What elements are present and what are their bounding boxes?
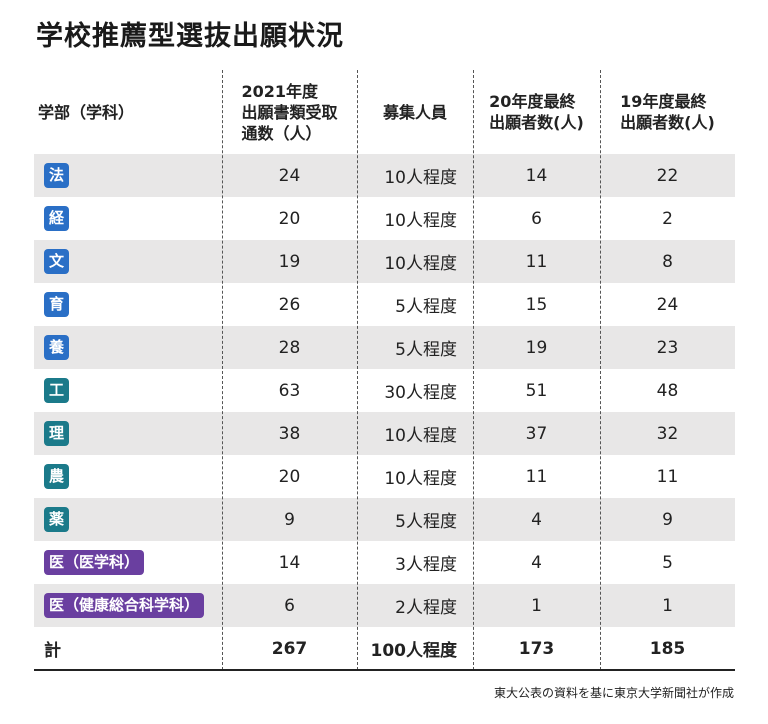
column-divider [222,70,223,670]
quota-cell: 10人程度 [384,211,457,231]
department-cell: 法 [34,154,222,197]
table-row: 農 20 10人程度 11 11 [34,455,735,498]
quota-cell: 5人程度 [395,297,457,317]
column-divider [600,70,601,670]
table-row: 工 63 30人程度 51 48 [34,369,735,412]
applicants-2020-cell: 15 [525,294,548,315]
table-row: 文 19 10人程度 11 8 [34,240,735,283]
department-badge: 理 [44,421,70,446]
applicants-2019-cell: 22 [656,165,679,186]
applicants-2020-cell: 11 [525,251,548,272]
received-cell: 26 [278,294,301,315]
column-divider [357,70,358,670]
received-cell: 19 [278,251,301,272]
department-badge: 養 [44,335,70,360]
applicants-2019-cell: 11 [656,466,679,487]
quota-cell: 2人程度 [395,598,457,618]
total-2020: 173 [518,638,555,659]
received-cell: 63 [278,380,301,401]
quota-cell: 3人程度 [395,555,457,575]
header-department: 学部（学科） [38,102,135,122]
department-cell: 文 [34,240,222,283]
applicants-2019-cell: 32 [656,423,679,444]
department-cell: 育 [34,283,222,326]
department-cell: 農 [34,455,222,498]
department-cell: 養 [34,326,222,369]
quota-cell: 10人程度 [384,254,457,274]
department-cell: 工 [34,369,222,412]
received-cell: 6 [284,595,295,616]
applicants-2020-cell: 37 [525,423,548,444]
received-cell: 24 [278,165,301,186]
quota-cell: 10人程度 [384,426,457,446]
page-title: 学校推薦型選抜出願状況 [36,21,344,52]
applicants-2020-cell: 19 [525,337,548,358]
total-received: 267 [271,638,308,659]
total-row: 計 267 100人程度 173 185 [34,627,735,670]
source-note: 東大公表の資料を基に東京大学新聞社が作成 [493,686,734,700]
applicants-2019-cell: 9 [662,509,673,530]
received-cell: 9 [284,509,295,530]
table-row: 育 26 5人程度 15 24 [34,283,735,326]
quota-cell: 30人程度 [384,383,457,403]
applications-table: 学部（学科） 2021年度 出願書類受取 通数（人） 募集人員 20年度最終 出… [34,70,735,670]
applicants-2020-cell: 51 [525,380,548,401]
applicants-2020-cell: 4 [531,509,542,530]
total-2019: 185 [649,638,686,659]
applicants-2020-cell: 11 [525,466,548,487]
applicants-2019-cell: 24 [656,294,679,315]
department-badge: 薬 [44,507,70,532]
header-2020-applicants: 20年度最終 出願者数(人) [489,92,584,132]
department-cell: 医（健康総合科学科） [34,584,222,627]
department-cell: 経 [34,197,222,240]
applicants-2020-cell: 1 [531,595,542,616]
applicants-2019-cell: 8 [662,251,673,272]
applicants-2020-cell: 14 [525,165,548,186]
received-cell: 20 [278,208,301,229]
header-received: 2021年度 出願書類受取 通数（人） [241,81,338,143]
applicants-2019-cell: 2 [662,208,673,229]
table-row: 薬 9 5人程度 4 9 [34,498,735,541]
total-quota: 100人程度 [370,641,458,661]
table-row: 医（医学科） 14 3人程度 4 5 [34,541,735,584]
applicants-2019-cell: 1 [662,595,673,616]
department-badge: 法 [44,163,70,188]
table-row: 経 20 10人程度 6 2 [34,197,735,240]
applicants-2019-cell: 5 [662,552,673,573]
received-cell: 38 [278,423,301,444]
department-badge: 工 [44,378,70,403]
table-row: 理 38 10人程度 37 32 [34,412,735,455]
received-cell: 28 [278,337,301,358]
department-badge: 医（健康総合科学科） [44,593,205,618]
department-cell: 理 [34,412,222,455]
applicants-2020-cell: 4 [531,552,542,573]
table-header: 学部（学科） 2021年度 出願書類受取 通数（人） 募集人員 20年度最終 出… [34,70,735,154]
table-row: 医（健康総合科学科） 6 2人程度 1 1 [34,584,735,627]
department-badge: 農 [44,464,70,489]
received-cell: 20 [278,466,301,487]
department-badge: 文 [44,249,70,274]
applicants-2020-cell: 6 [531,208,542,229]
header-2019-applicants: 19年度最終 出願者数(人) [620,92,715,132]
quota-cell: 10人程度 [384,168,457,188]
applicants-2019-cell: 23 [656,337,679,358]
applicants-2019-cell: 48 [656,380,679,401]
department-badge: 医（医学科） [44,550,145,575]
department-cell: 医（医学科） [34,541,222,584]
total-label: 計 [44,641,61,661]
quota-cell: 5人程度 [395,340,457,360]
table-row: 法 24 10人程度 14 22 [34,154,735,197]
quota-cell: 5人程度 [395,512,457,532]
header-quota: 募集人員 [382,102,447,122]
department-cell: 薬 [34,498,222,541]
received-cell: 14 [278,552,301,573]
column-divider [473,70,474,670]
table-bottom-rule [34,669,735,671]
table-row: 養 28 5人程度 19 23 [34,326,735,369]
quota-cell: 10人程度 [384,469,457,489]
department-badge: 育 [44,292,70,317]
department-badge: 経 [44,206,70,231]
